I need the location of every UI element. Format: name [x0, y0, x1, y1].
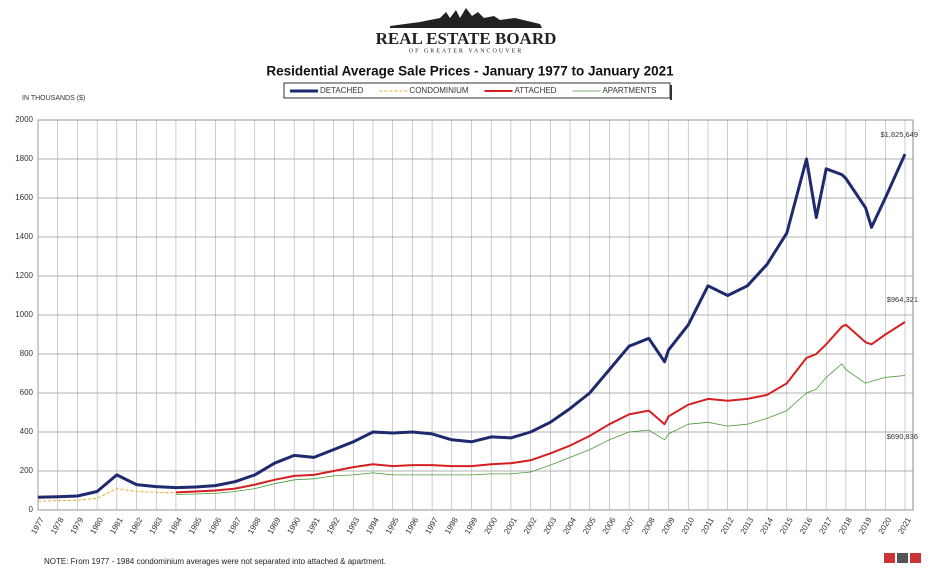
y-tick-label: 1800 [15, 154, 33, 163]
annotation: $690,836 [887, 432, 918, 441]
x-tick-label: 2008 [640, 515, 657, 535]
x-tick-label: 2000 [483, 515, 500, 535]
legend: DETACHED CONDOMINIUM ATTACHED APARTMENTS [283, 82, 672, 100]
x-tick-label: 1992 [325, 515, 342, 535]
logo-block [884, 553, 895, 563]
legend-shadow [670, 85, 672, 100]
y-tick-label: 200 [20, 466, 34, 475]
x-tick-label: 1998 [443, 515, 460, 535]
x-tick-label: 2016 [798, 515, 815, 535]
x-tick-label: 1988 [246, 515, 263, 535]
x-tick-label: 1980 [88, 515, 105, 535]
org-name: REAL ESTATE BOARD [376, 29, 557, 48]
x-tick-label: 2014 [758, 515, 775, 535]
x-tick-label: 1989 [266, 515, 283, 535]
x-tick-label: 2021 [896, 515, 913, 535]
y-tick-label: 600 [20, 388, 34, 397]
skyline [390, 8, 542, 28]
x-tick-label: 1983 [148, 515, 165, 535]
x-tick-label: 2009 [660, 515, 677, 535]
logo [390, 8, 542, 28]
x-tick-label: 2007 [620, 515, 637, 535]
series-line [37, 488, 176, 502]
x-tick-label: 2001 [502, 515, 519, 535]
x-tick-label: 1977 [29, 515, 46, 535]
x-tick-label: 1997 [423, 515, 440, 535]
series-line [175, 321, 906, 494]
x-tick-label: 1993 [345, 515, 362, 535]
logo-block [910, 553, 921, 563]
x-tick-label: 2020 [877, 515, 894, 535]
legend-label: APARTMENTS [602, 86, 656, 95]
x-tick-label: 2004 [561, 515, 578, 535]
y-tick-label: 1000 [15, 310, 33, 319]
x-tick-label: 2003 [542, 515, 559, 535]
x-tick-label: 1981 [108, 515, 125, 535]
x-tick-label: 2010 [680, 515, 697, 535]
x-tick-label: 2012 [719, 515, 736, 535]
annotation: $1,825,649 [880, 130, 918, 139]
note: NOTE: From 1977 - 1984 condominium avera… [44, 557, 386, 566]
series-line [37, 153, 907, 499]
y-tick-label: 1400 [15, 232, 33, 241]
x-tick-label: 1985 [187, 515, 204, 535]
legend-label: DETACHED [320, 86, 364, 95]
x-tick-label: 1990 [285, 515, 302, 535]
x-tick-label: 1999 [463, 515, 480, 535]
x-tick-label: 1987 [226, 515, 243, 535]
x-tick-label: 1994 [364, 515, 381, 535]
y-tick-label: 1600 [15, 193, 33, 202]
x-tick-label: 1986 [207, 515, 224, 535]
x-tick-label: 2006 [601, 515, 618, 535]
logo-block [897, 553, 908, 563]
x-tick-label: 1995 [384, 515, 401, 535]
x-tick-label: 1982 [128, 515, 145, 535]
x-tick-label: 2017 [817, 515, 834, 535]
y-tick-label: 2000 [15, 115, 33, 124]
legend-label: CONDOMINIUM [409, 86, 468, 95]
y-axis-label: IN THOUSANDS ($) [22, 95, 85, 102]
x-tick-label: 2005 [581, 515, 598, 535]
x-tick-label: 1991 [305, 515, 322, 535]
chart-title: Residential Average Sale Prices - Januar… [266, 64, 674, 79]
series-line [175, 363, 906, 495]
legend-label: ATTACHED [515, 86, 557, 95]
y-tick-label: 800 [20, 349, 34, 358]
y-tick-label: 1200 [15, 271, 33, 280]
x-tick-label: 2011 [699, 516, 716, 536]
mls-logo [884, 553, 921, 563]
y-tick-label: 0 [29, 505, 34, 514]
annotation: $964,321 [887, 295, 918, 304]
org-sub: OF GREATER VANCOUVER [409, 48, 523, 54]
x-tick-label: 2015 [778, 515, 795, 535]
x-tick-label: 2002 [522, 515, 539, 535]
x-tick-label: 2019 [857, 515, 874, 535]
x-tick-label: 1979 [69, 515, 86, 535]
x-tick-label: 1996 [404, 515, 421, 535]
x-tick-label: 2018 [837, 515, 854, 535]
x-tick-label: 1978 [49, 515, 66, 535]
y-tick-label: 400 [20, 427, 34, 436]
x-tick-label: 1984 [167, 515, 184, 535]
x-tick-label: 2013 [739, 515, 756, 535]
